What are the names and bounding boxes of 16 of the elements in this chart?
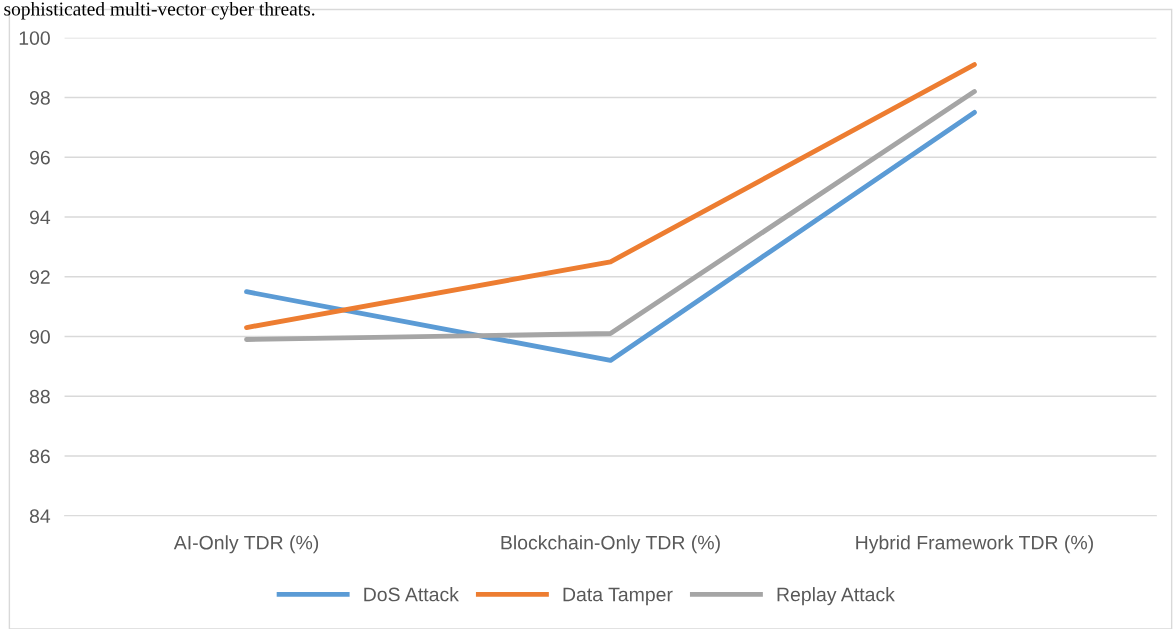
y-tick-label: 96 [29,150,50,165]
text: sophisticated multi-vector cyber threats. [4,1,315,20]
y-tick-label: 92 [29,270,50,284]
x-tick-label: Hybrid Framework TDR (%) [856,535,1093,554]
y-tick-label: 84 [29,509,51,524]
y-tick-label: 86 [29,449,50,464]
legend-label: Data Tamper [563,587,673,606]
y-tick-label: 100 [19,31,50,45]
x-tick-label: Blockchain-Only TDR (%) [501,535,720,554]
y-tick-label: 94 [29,210,51,225]
legend-label: Replay Attack [777,587,895,606]
y-tick-label: 98 [29,90,50,105]
y-tick-label: 88 [29,389,50,404]
x-tick-label: AI-Only TDR (%) [173,535,319,554]
y-tick-label: 90 [29,329,50,344]
legend-label: DoS Attack [364,587,459,602]
